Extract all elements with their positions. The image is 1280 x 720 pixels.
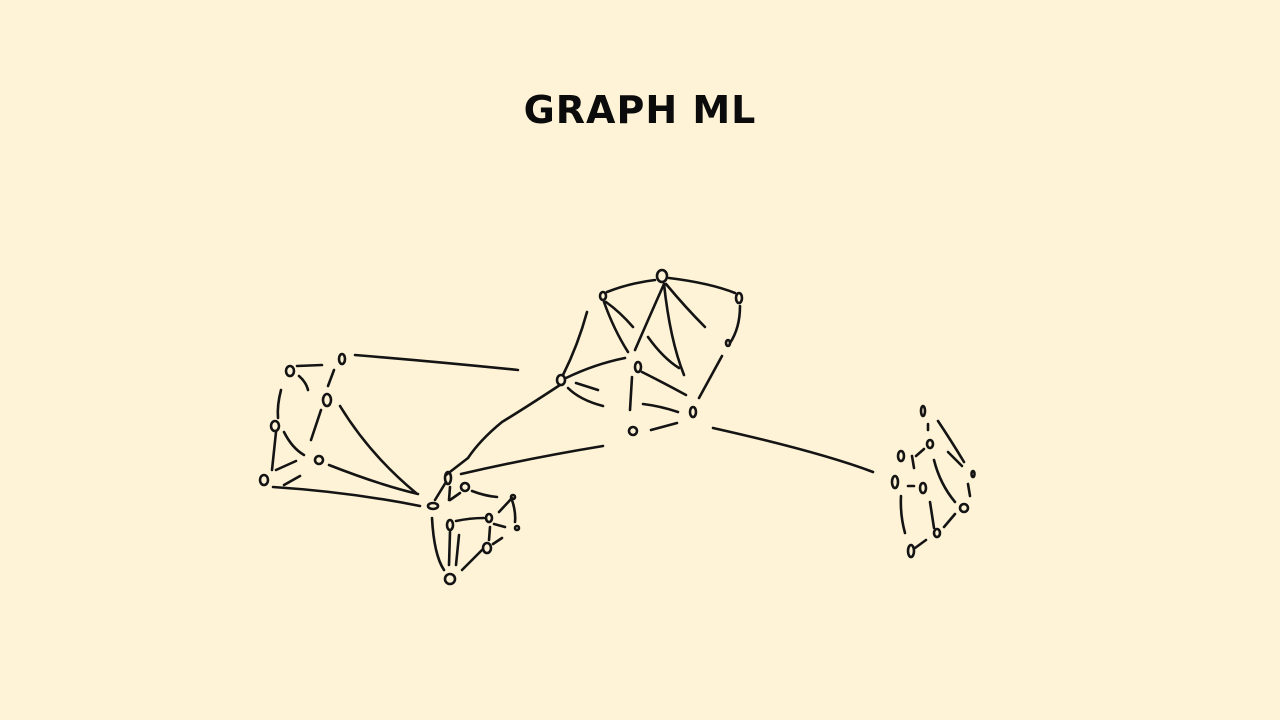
graph-node [555, 373, 567, 387]
graph-edge [327, 463, 420, 496]
graph-edge [913, 538, 928, 550]
graph-edge [936, 419, 966, 464]
graph-node [321, 392, 333, 408]
graph-node [918, 481, 928, 495]
graph-node [484, 512, 494, 524]
graph-edge [646, 335, 681, 370]
graph-edge [604, 300, 635, 329]
graph-node [734, 291, 744, 305]
graph-edge [928, 500, 936, 530]
graph-edge [942, 512, 957, 529]
graph-node [925, 438, 935, 450]
graph-edge [444, 383, 562, 477]
graph-edge [640, 370, 688, 397]
graph-node [258, 473, 270, 487]
graph-node [724, 338, 732, 348]
graph-edge [602, 300, 630, 354]
graph-edge [932, 458, 957, 504]
graph-edge [641, 402, 680, 414]
graph-edge [628, 375, 634, 412]
graph-node [633, 360, 643, 374]
graph-node [896, 449, 906, 463]
graph-edge [274, 459, 298, 472]
graph-node [890, 474, 900, 490]
graph-edge [667, 276, 737, 295]
page-title: GRAPH ML [523, 88, 757, 132]
graph-edge [664, 282, 707, 329]
graph-edge [649, 421, 679, 432]
graph-edge [470, 489, 499, 499]
graph-edge [282, 430, 306, 457]
graph-node [919, 404, 927, 418]
graph-edge [454, 533, 461, 567]
graph-edge [447, 530, 452, 567]
graph-edge [459, 444, 605, 476]
graph-node [598, 290, 608, 302]
graph-node [481, 541, 493, 555]
graph-node [284, 364, 296, 378]
graph-edge [910, 454, 916, 470]
graph-node [269, 419, 281, 433]
graph-edge [564, 356, 627, 380]
graph-edge [711, 426, 875, 474]
graph-edge [899, 494, 907, 535]
graph-edge [430, 516, 446, 572]
graph-edge [946, 450, 964, 468]
graph-edge [605, 278, 657, 294]
graph-edge [271, 485, 422, 508]
graph-node [688, 405, 698, 419]
graph-edge [487, 525, 492, 542]
graph-edge [297, 374, 310, 392]
graph-edge [697, 354, 724, 400]
graph-edge [492, 522, 507, 529]
graph-edge [338, 404, 418, 495]
graph-edge [326, 368, 336, 388]
graph-edge [454, 516, 486, 523]
graph-node [337, 352, 347, 366]
graph-edge [728, 304, 742, 345]
graph-edge [282, 474, 302, 487]
graph-node [426, 501, 440, 511]
graph-edge [353, 353, 520, 372]
graph-edge [309, 408, 323, 442]
graph-edge [276, 388, 283, 420]
graph-node [459, 481, 471, 493]
graph-edge [574, 381, 600, 392]
graph-edge [433, 480, 448, 502]
graph-node [970, 469, 976, 479]
graph-node [513, 524, 521, 532]
graph-edge [662, 282, 686, 377]
graph-edge [295, 363, 324, 368]
graph-edge [510, 498, 517, 524]
cluster-bridges [444, 383, 875, 477]
graph-node [932, 527, 942, 539]
graph-edge [491, 536, 504, 546]
left-cluster [258, 352, 520, 508]
graph-node [509, 493, 517, 501]
graph-node [445, 518, 455, 532]
graph-edge [447, 485, 452, 502]
graph-node [443, 470, 453, 486]
graph-edge [448, 491, 462, 502]
graph-edge [270, 430, 278, 472]
graph-edge [914, 447, 926, 458]
center-top-cluster [555, 268, 744, 437]
graph-edge [566, 386, 605, 408]
right-cluster [890, 404, 976, 559]
graph-node [655, 268, 669, 284]
graph-edge [633, 282, 666, 352]
graph-edge [966, 482, 972, 498]
bottom-cluster [426, 470, 521, 586]
graph-node [313, 454, 325, 466]
graph-node [958, 502, 970, 514]
graph-node [443, 572, 457, 586]
graph-edge [460, 548, 484, 572]
graph-node [627, 425, 639, 437]
graph-node [906, 543, 916, 559]
graph-edge [497, 496, 514, 514]
graph-edge [561, 310, 589, 377]
